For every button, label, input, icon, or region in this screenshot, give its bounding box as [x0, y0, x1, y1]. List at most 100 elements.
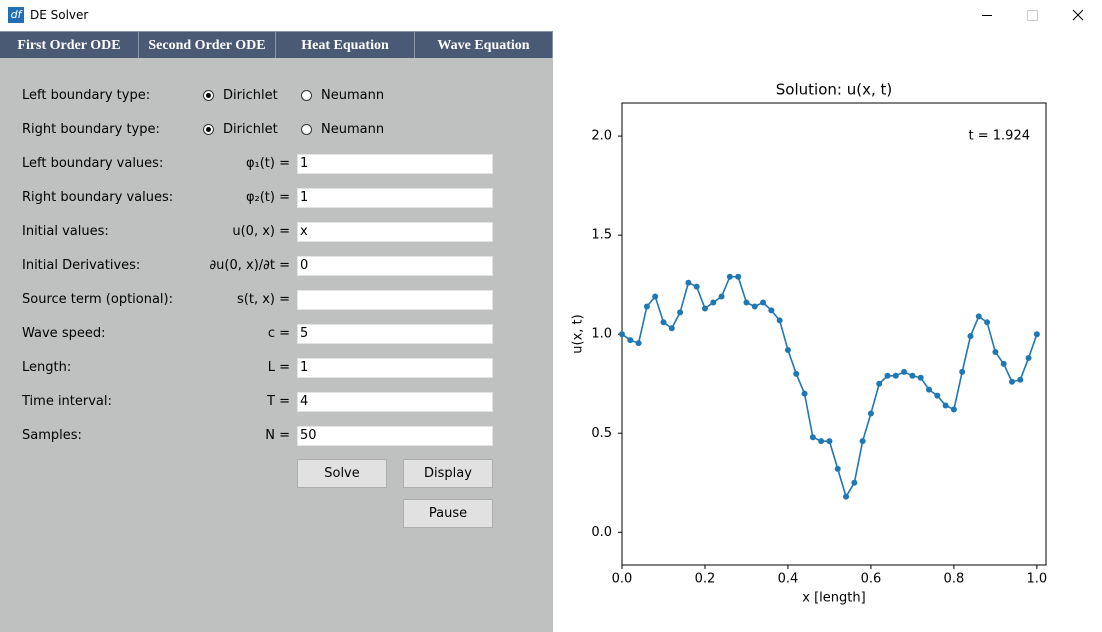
data-line	[621, 275, 1038, 499]
data-point	[892, 372, 899, 379]
data-point	[917, 374, 924, 381]
data-point	[627, 337, 634, 344]
field-symbol: N =	[265, 428, 290, 443]
button[interactable]: Solve	[297, 459, 387, 488]
x-tick-label: 0.6	[861, 572, 882, 587]
tab-bar: First Order ODE Second Order ODE Heat Equa…	[0, 31, 553, 58]
radio-label[interactable]: Neumann	[321, 88, 385, 103]
data-point	[876, 380, 883, 387]
data-point	[843, 493, 850, 500]
data-point	[743, 299, 750, 306]
title-bar: df DE Solver	[0, 0, 1102, 31]
radio-button[interactable]	[203, 124, 214, 135]
data-point	[668, 325, 675, 332]
text-input[interactable]: 50	[297, 426, 493, 446]
button[interactable]: Pause	[403, 499, 493, 528]
data-point	[967, 333, 974, 340]
data-point	[635, 340, 642, 347]
text-input[interactable]: 1	[297, 358, 493, 378]
radio-dot	[206, 93, 211, 98]
data-point	[1033, 331, 1040, 338]
data-point	[834, 465, 841, 472]
data-point	[851, 479, 858, 486]
close-button[interactable]	[1072, 9, 1084, 21]
data-point	[751, 303, 758, 310]
x-tick-label: 0.2	[695, 572, 716, 587]
data-point	[884, 372, 891, 379]
data-point	[934, 392, 941, 399]
data-point	[793, 370, 800, 377]
data-point	[901, 368, 908, 375]
data-point	[768, 307, 775, 314]
plot-area	[621, 102, 1047, 566]
field-label: Initial Derivatives:	[22, 258, 141, 273]
data-point	[942, 402, 949, 409]
text-input[interactable]: 0	[297, 256, 493, 276]
data-point	[735, 273, 742, 280]
data-point	[710, 299, 717, 306]
form-panel: Left boundary type: Dirichlet Neumann Right…	[0, 58, 553, 632]
radio-button[interactable]	[301, 124, 312, 135]
window-controls	[982, 9, 1084, 21]
data-point	[776, 317, 783, 324]
field-label: Time interval:	[22, 394, 112, 409]
maximize-button[interactable]	[1027, 10, 1038, 21]
button[interactable]: Display	[403, 459, 493, 488]
field-label: Initial values:	[22, 224, 109, 239]
annotation: t = 1.924	[969, 129, 1030, 144]
data-point	[801, 390, 808, 397]
row-label: Left boundary type:	[22, 88, 151, 103]
chart: Solution: u(x, t) x [length] u(x, t) t = 1.…	[571, 81, 1048, 606]
data-point	[685, 279, 692, 286]
data-point	[718, 293, 725, 300]
text-input[interactable]	[297, 290, 493, 310]
data-point	[652, 293, 659, 300]
radio-button[interactable]	[203, 90, 214, 101]
x-tick-label: 1.0	[1027, 572, 1048, 587]
data-point	[1008, 378, 1015, 385]
data-point	[950, 406, 957, 413]
data-point	[660, 319, 667, 326]
text-input[interactable]: 4	[297, 392, 493, 412]
field-label: Wave speed:	[22, 326, 106, 341]
field-label: Samples:	[22, 428, 82, 443]
data-point	[818, 438, 825, 445]
radio-dot	[206, 127, 211, 132]
radio-label[interactable]: Dirichlet	[223, 122, 278, 137]
x-axis-label: x [length]	[802, 591, 865, 606]
radio-button[interactable]	[301, 90, 312, 101]
data-point	[760, 299, 767, 306]
field-symbol: T =	[267, 394, 290, 409]
field-symbol: ∂u(0, x)/∂t =	[209, 258, 290, 273]
data-point	[643, 303, 650, 310]
text-input[interactable]: x	[297, 222, 493, 242]
row-label: Right boundary type:	[22, 122, 160, 137]
y-axis-label: u(x, t)	[571, 314, 586, 353]
radio-label[interactable]: Dirichlet	[223, 88, 278, 103]
data-point	[677, 309, 684, 316]
data-point	[859, 438, 866, 445]
tab[interactable]: Heat Equation	[276, 31, 415, 58]
field-symbol: u(0, x) =	[232, 224, 290, 239]
field-symbol: φ₁(t) =	[245, 156, 290, 171]
tab[interactable]: First Order ODE	[0, 31, 139, 58]
text-input[interactable]: 1	[297, 154, 493, 174]
y-tick-label: 0.5	[591, 426, 612, 441]
data-point	[926, 386, 933, 393]
field-label: Length:	[22, 360, 72, 375]
tab[interactable]: Second Order ODE	[139, 31, 276, 58]
x-tick-label: 0.4	[778, 572, 799, 587]
data-point	[784, 347, 791, 354]
field-symbol: L =	[267, 360, 290, 375]
data-point	[1017, 376, 1024, 383]
app-icon: df	[8, 7, 24, 23]
y-tick-label: 0.0	[591, 525, 612, 540]
field-label: Right boundary values:	[22, 190, 174, 205]
data-point	[809, 434, 816, 441]
data-point	[701, 305, 708, 312]
tab[interactable]: Wave Equation	[415, 31, 553, 58]
text-input[interactable]: 5	[297, 324, 493, 344]
radio-label[interactable]: Neumann	[321, 122, 385, 137]
text-input[interactable]: 1	[297, 188, 493, 208]
